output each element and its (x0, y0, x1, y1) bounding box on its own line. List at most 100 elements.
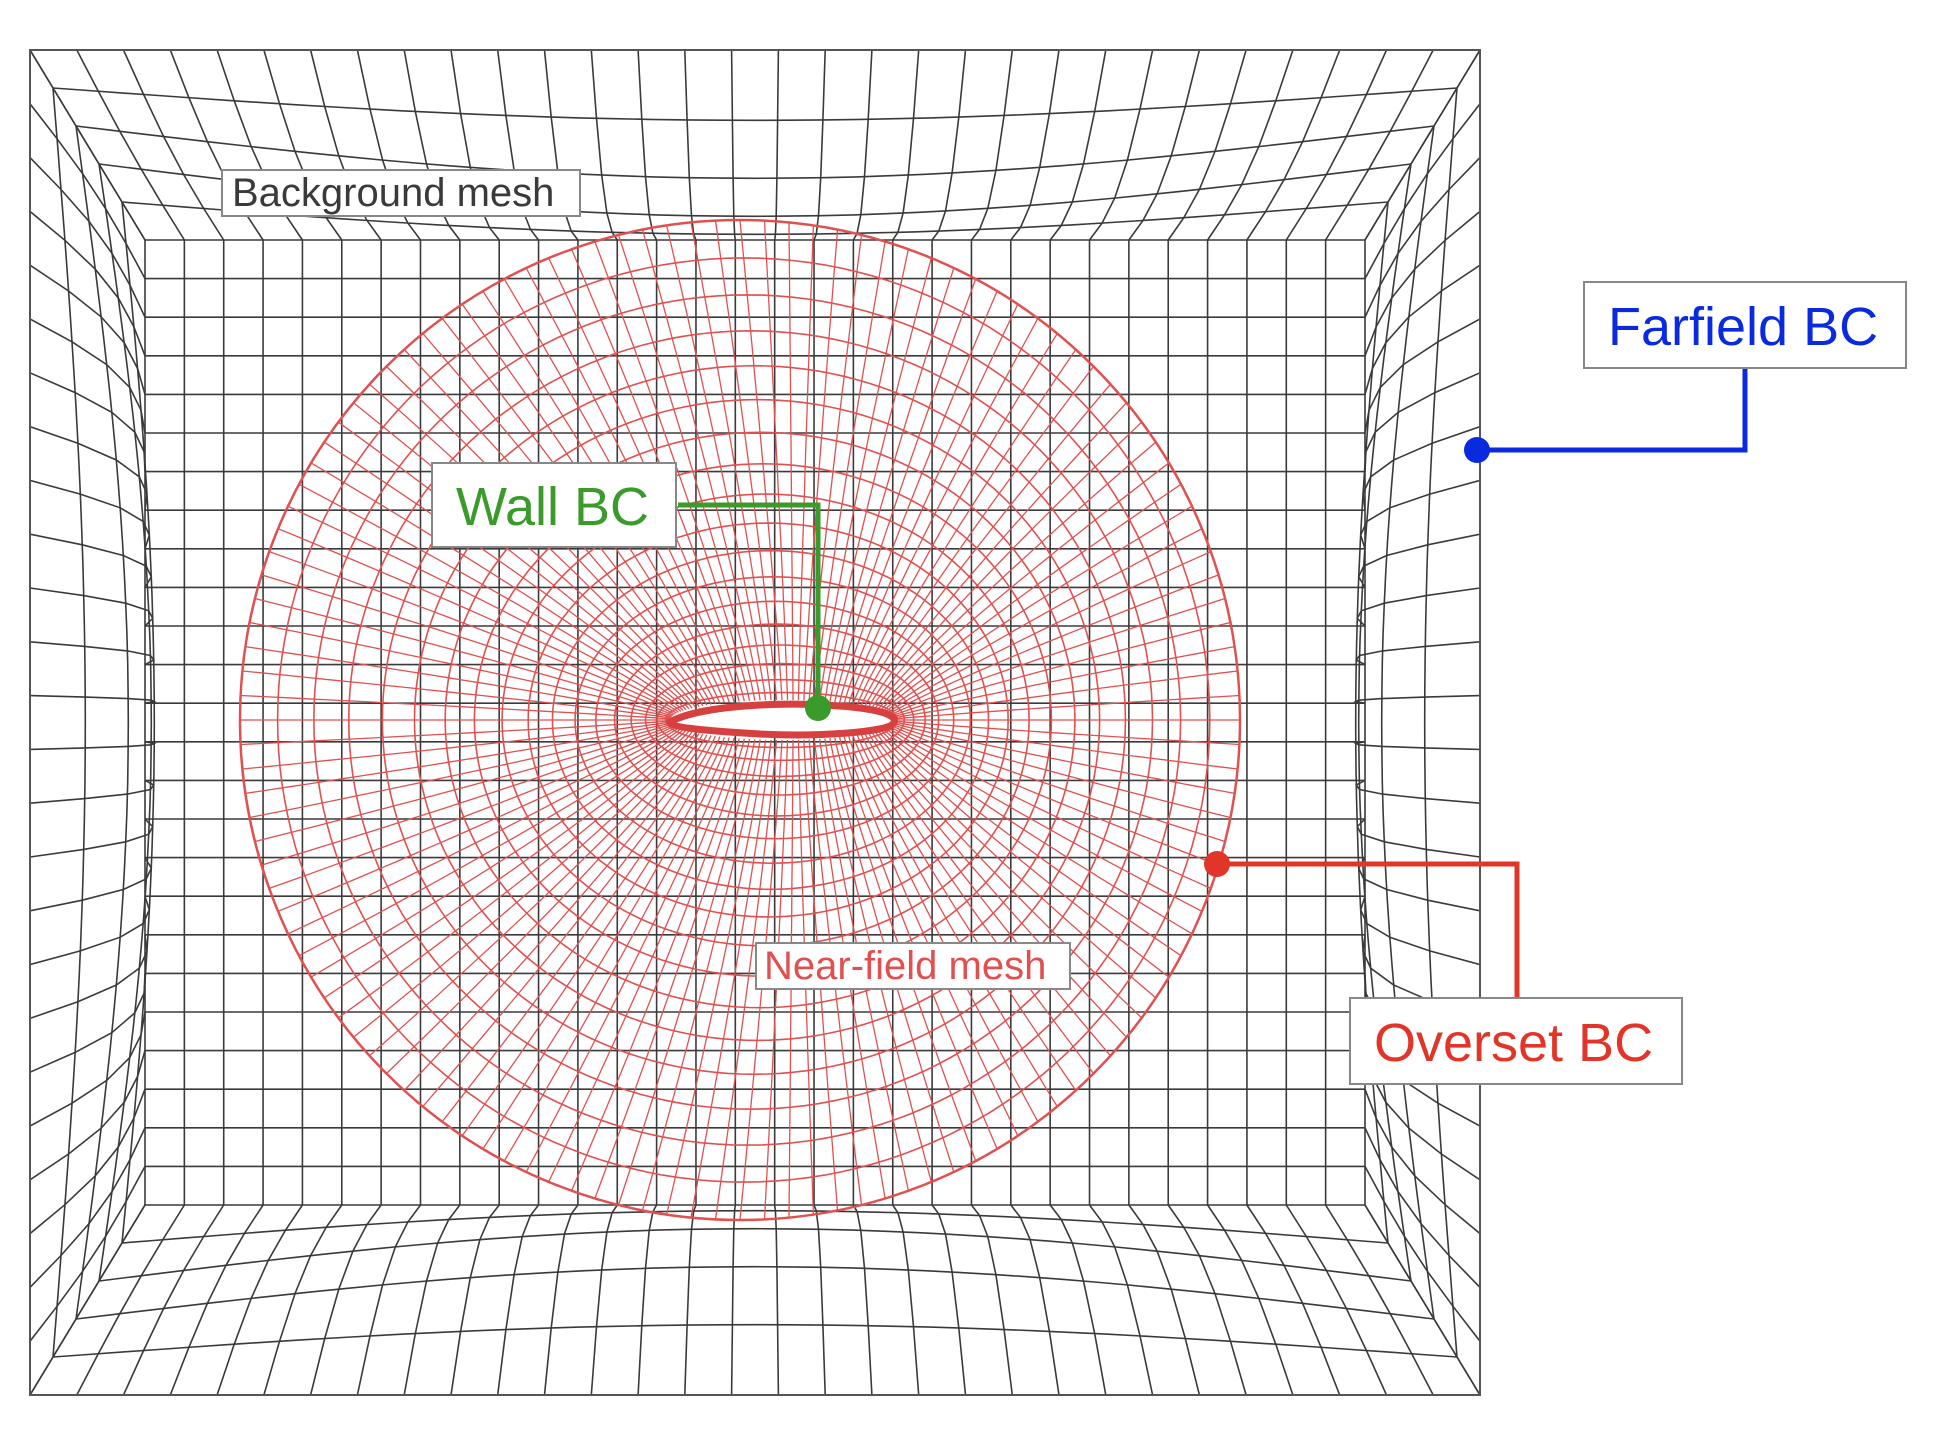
background-mesh-line (813, 50, 826, 241)
background-mesh-line (1362, 425, 1480, 511)
near-field-mesh-line (893, 694, 1240, 720)
near-field-mesh-line (641, 739, 761, 1211)
background-mesh-line (1354, 641, 1480, 666)
background-mesh-line (1167, 1204, 1247, 1395)
near-field-mesh-line (885, 727, 1203, 912)
background-mesh-line (30, 157, 146, 318)
near-field-mesh-line (874, 441, 1157, 710)
background-mesh-line (1128, 50, 1201, 241)
near-field-mesh-line (739, 739, 783, 1221)
background-mesh-line (30, 210, 146, 357)
near-field-mesh-line (843, 736, 1019, 1136)
background-mesh-line (30, 587, 154, 627)
near-field-mesh-line (813, 739, 886, 1199)
background-mesh-line (1356, 587, 1480, 627)
near-field-mesh-line (890, 597, 1226, 716)
near-field-mesh-line (242, 670, 671, 719)
background-mesh-line (1364, 1088, 1480, 1235)
wall-bc-label: Wall BC (456, 477, 649, 537)
background-mesh-line (1246, 1204, 1341, 1395)
wall-bc-marker (805, 695, 831, 721)
near-field-mesh-line (461, 303, 721, 704)
near-field-mesh-line (665, 739, 767, 1215)
background-mesh-line (30, 425, 148, 511)
background-mesh-line (1356, 818, 1480, 858)
near-field-mesh-line (310, 462, 687, 711)
background-mesh-line (1364, 210, 1480, 357)
background-mesh-line (773, 1204, 780, 1395)
background-mesh-line (1324, 1204, 1434, 1395)
background-mesh-line (970, 1204, 1014, 1395)
near-field-mesh-line (287, 505, 682, 712)
near-field-mesh-line (877, 729, 1170, 978)
background-mesh-line (1364, 157, 1480, 318)
background-mesh-line (30, 1088, 146, 1235)
near-field-mesh-line (714, 220, 778, 701)
wall-bc-callout: Wall BC (431, 462, 831, 721)
near-field-mesh-line (353, 732, 696, 1038)
near-field-mesh-line (893, 670, 1238, 719)
background-mesh-line (1364, 1127, 1480, 1288)
near-field-mesh-line (797, 225, 815, 701)
background-mesh-line (30, 318, 146, 434)
near-field-mesh-line (249, 621, 673, 717)
background-mesh-line (1380, 125, 1435, 1320)
airfoil-shape (665, 700, 898, 739)
background-mesh-line (30, 1204, 146, 1395)
near-field-mesh-line (803, 229, 839, 701)
background-mesh-line (1049, 50, 1107, 241)
background-mesh-line (403, 1204, 461, 1395)
background-mesh-line (356, 1204, 422, 1395)
near-field-mesh-line (482, 736, 726, 1150)
background-mesh-line (450, 1204, 500, 1395)
near-field-mesh-line (856, 349, 1077, 706)
background-mesh-line (309, 1204, 382, 1395)
background-mesh-line (1088, 1204, 1154, 1395)
background-mesh-line (122, 50, 225, 241)
background-mesh-line (813, 1204, 826, 1395)
near-field-mesh-line (594, 241, 751, 702)
near-field-mesh-line (888, 725, 1219, 866)
background-mesh-line (1364, 372, 1480, 472)
near-field-mesh-line (385, 733, 704, 1075)
near-field-mesh-line (690, 739, 772, 1218)
near-field-mesh-label: Near-field mesh (764, 944, 1046, 988)
near-field-mesh-line (298, 483, 684, 712)
background-mesh-line (30, 103, 146, 279)
near-field-mesh-line (261, 725, 676, 866)
background-mesh-line (773, 50, 780, 241)
near-field-mesh-line (385, 365, 704, 707)
background-mesh-line (52, 87, 87, 1358)
near-field-mesh-line (829, 267, 955, 703)
background-mesh-line (590, 50, 618, 241)
near-field-mesh-line (548, 738, 740, 1183)
near-field-mesh-line (422, 735, 712, 1107)
background-mesh-line (1354, 779, 1480, 804)
background-mesh-line (1364, 50, 1480, 241)
overset-bc-leader-line (1217, 861, 1520, 998)
near-field-mesh-line (441, 735, 716, 1123)
background-mesh-line (30, 934, 148, 1020)
near-field-mesh-line (864, 383, 1111, 707)
wall-bc-tag-box (431, 462, 677, 548)
near-field-mesh-line (788, 739, 794, 1218)
near-field-mesh-line (525, 737, 735, 1173)
near-field-mesh-line (852, 333, 1058, 705)
background-mesh-line (30, 895, 151, 966)
background-mesh-line (30, 50, 146, 241)
background-mesh-line (852, 1204, 873, 1395)
near-field-mesh-line (824, 738, 932, 1183)
background-mesh-line (637, 50, 658, 241)
near-field-mesh-line (245, 722, 672, 795)
background-mesh-line (1357, 163, 1412, 1282)
near-field-mesh-line (287, 728, 682, 935)
background-mesh-line (76, 1204, 186, 1395)
near-field-mesh-line (441, 317, 716, 705)
background-mesh-line (121, 201, 1389, 236)
near-field-mesh-line (880, 483, 1182, 711)
near-field-mesh-line (819, 738, 910, 1191)
background-mesh-line (590, 1204, 618, 1395)
near-field-mesh-line (240, 694, 671, 720)
